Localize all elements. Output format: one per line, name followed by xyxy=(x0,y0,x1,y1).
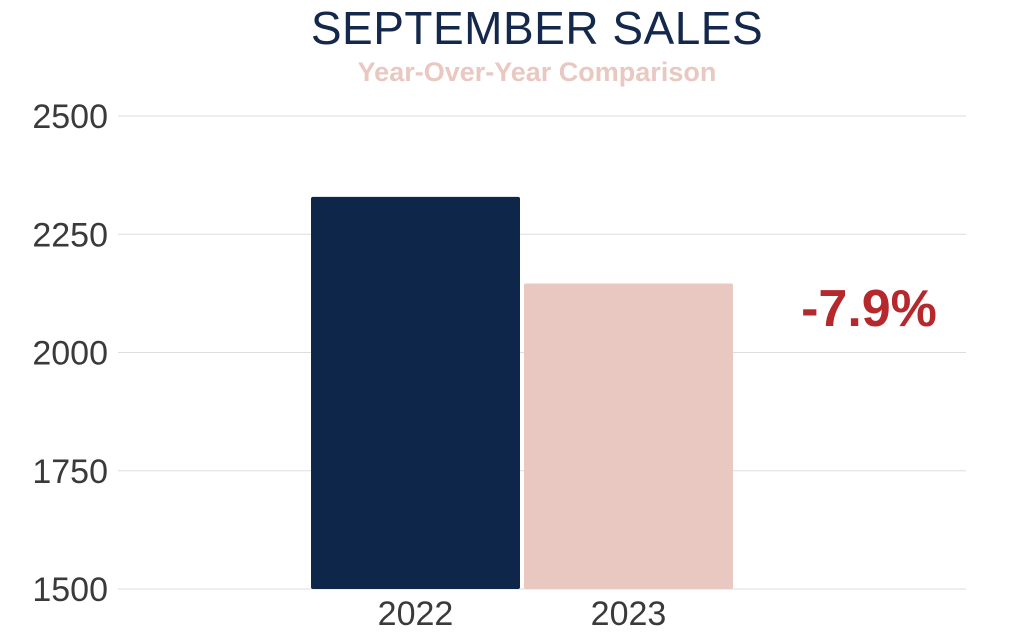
x-tick-label: 2022 xyxy=(378,595,454,633)
bar-2022 xyxy=(311,196,520,589)
y-tick-label: 1750 xyxy=(32,453,108,491)
bars xyxy=(311,196,733,589)
y-tick-label: 2250 xyxy=(32,216,108,254)
y-tick-label: 2000 xyxy=(32,335,108,373)
x-axis-ticks: 2022 2023 xyxy=(378,595,667,633)
y-tick-label: 1500 xyxy=(32,571,108,609)
y-tick-label: 2500 xyxy=(32,98,108,136)
change-annotation: -7.9% xyxy=(801,280,937,338)
bar-2023 xyxy=(524,283,733,589)
chart-subtitle: Year-Over-Year Comparison xyxy=(357,57,717,87)
y-axis-ticks: 2500 2250 2000 1750 1500 xyxy=(32,98,108,609)
chart-title: SEPTEMBER SALES xyxy=(310,2,764,54)
x-tick-label: 2023 xyxy=(591,595,667,633)
